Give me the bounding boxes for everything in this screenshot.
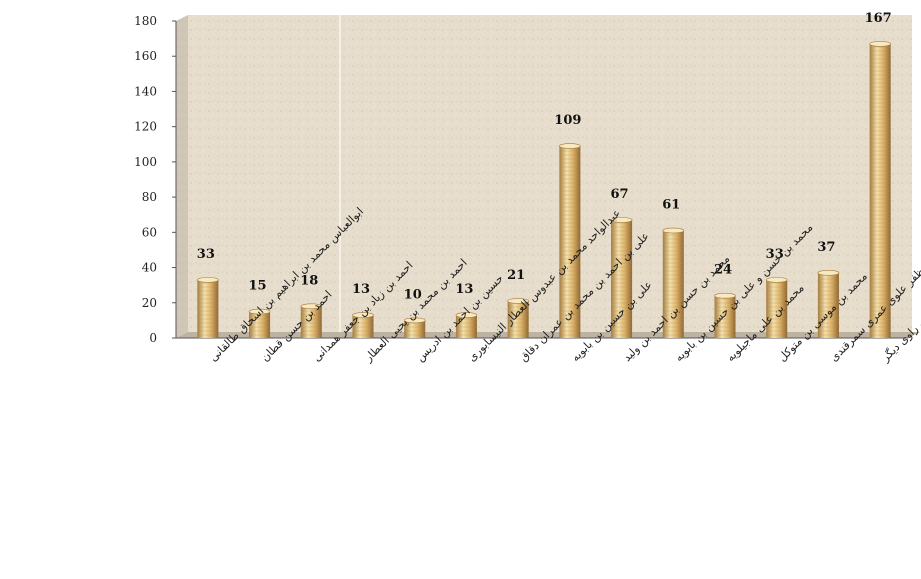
bar-body: [197, 279, 219, 338]
bar-top: [559, 143, 581, 149]
back-wall: [176, 15, 912, 338]
bar: [197, 277, 219, 338]
bar-top: [300, 303, 323, 310]
data-label: 13: [455, 282, 473, 297]
bar: [817, 270, 840, 338]
bar: [610, 217, 633, 338]
y-tick-label: 180: [134, 14, 157, 28]
bar-top: [352, 312, 374, 318]
bar: [765, 277, 788, 338]
bar: [352, 312, 374, 338]
bar-body: [714, 295, 736, 338]
bar-body: [817, 272, 839, 338]
data-label: 24: [714, 263, 732, 278]
y-tick-label: 100: [134, 155, 157, 169]
bar: [559, 143, 581, 338]
y-tick-label: 60: [142, 225, 157, 239]
bar: [507, 298, 529, 338]
y-axis: 0 20 40 60 80 100 120 140 160 180: [134, 14, 908, 345]
data-label: 61: [662, 198, 680, 213]
bar-top: [403, 317, 426, 324]
data-label: 33: [197, 247, 215, 262]
data-label: 109: [554, 113, 581, 128]
bar-top: [197, 277, 219, 283]
data-label: 67: [611, 187, 629, 202]
bar: [300, 303, 323, 338]
bar-top: [507, 298, 529, 304]
data-label: 15: [249, 279, 267, 294]
y-tick-label: 40: [142, 261, 157, 275]
data-label: 37: [817, 240, 835, 255]
data-label: 13: [352, 282, 370, 297]
bar: [403, 317, 426, 338]
y-tick-label: 120: [134, 120, 157, 134]
side-wall: [176, 15, 188, 338]
bar-top: [610, 217, 633, 223]
bar-body: [507, 301, 529, 338]
bar-body: [559, 146, 581, 338]
y-tick-label: 0: [149, 331, 157, 345]
bar-body: [249, 311, 271, 338]
y-tick-label: 160: [134, 49, 157, 63]
bar: [869, 41, 891, 339]
bar: [455, 312, 478, 338]
bar: [248, 308, 271, 338]
data-label: 18: [300, 273, 318, 288]
data-label: 10: [404, 287, 422, 302]
y-tick-label: 80: [142, 190, 157, 204]
y-tick-label: 20: [142, 296, 157, 310]
data-label: 33: [766, 247, 784, 262]
y-tick-label: 140: [134, 84, 157, 98]
data-label: 167: [865, 11, 892, 26]
bar-top: [248, 308, 271, 315]
data-label: 21: [507, 268, 525, 283]
bar-top: [765, 277, 788, 283]
bars: [197, 41, 891, 339]
bar-top: [714, 292, 736, 299]
bar-body: [455, 315, 477, 338]
bar-body: [300, 306, 322, 338]
bar-top: [455, 312, 478, 318]
bar-body: [766, 279, 788, 338]
bar-top: [869, 41, 891, 47]
bar-top: [662, 227, 685, 234]
data-labels: 33 15 18 13 10 13 21 109 67 61 24 33 37 167: [197, 11, 892, 302]
bar-top: [817, 270, 840, 276]
bar: [714, 292, 736, 338]
bar-body: [352, 315, 374, 338]
bar-body: [404, 320, 426, 338]
bar: [662, 227, 685, 338]
